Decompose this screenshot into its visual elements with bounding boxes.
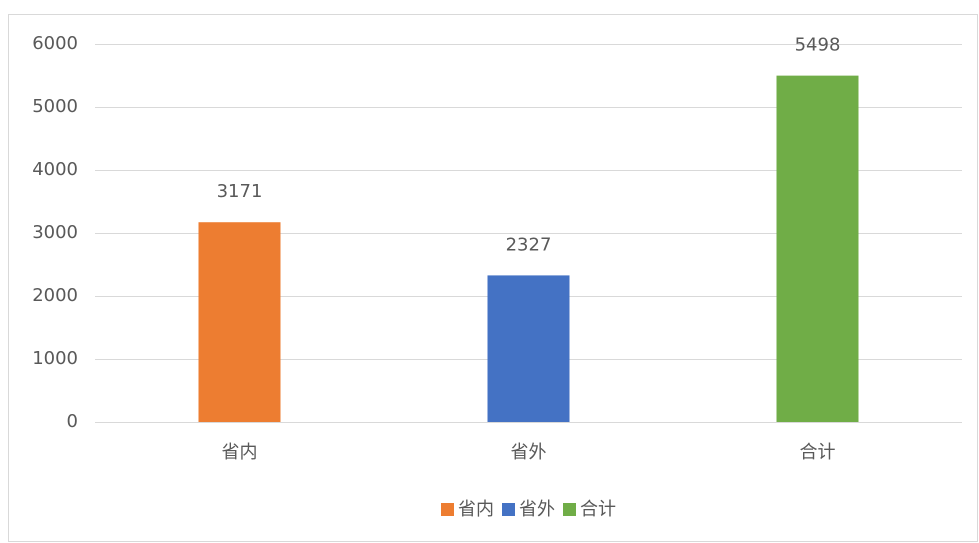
bar: [198, 222, 281, 422]
x-tick-label: 省内: [222, 442, 258, 463]
bar: [487, 275, 570, 422]
value-label: 3171: [217, 181, 263, 202]
legend-swatch: [441, 503, 454, 516]
value-label: 5498: [795, 35, 841, 56]
legend-label: 省外: [519, 499, 555, 520]
legend-swatch: [502, 503, 515, 516]
value-label: 2327: [506, 234, 552, 255]
y-tick-label: 6000: [32, 33, 78, 54]
y-tick-label: 3000: [32, 222, 78, 243]
y-tick-label: 5000: [32, 96, 78, 117]
x-tick-label: 省外: [511, 442, 547, 463]
y-tick-label: 1000: [32, 348, 78, 369]
y-tick-label: 0: [67, 411, 78, 432]
y-tick-label: 4000: [32, 159, 78, 180]
bar: [776, 75, 859, 422]
legend-swatch: [563, 503, 576, 516]
legend-label: 合计: [580, 499, 616, 520]
y-tick-label: 2000: [32, 285, 78, 306]
x-tick-label: 合计: [800, 442, 836, 463]
legend-label: 省内: [458, 499, 494, 520]
